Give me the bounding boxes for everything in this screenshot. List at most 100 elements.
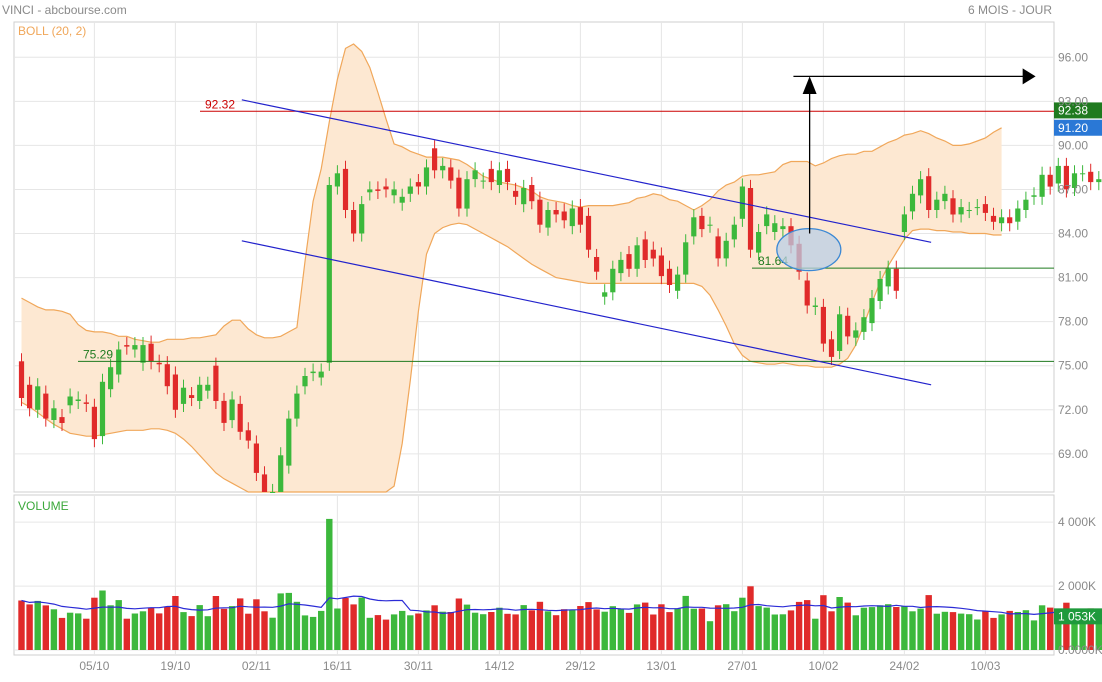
candle-body: [1015, 209, 1020, 222]
candle-body: [294, 394, 299, 419]
volume-bar: [683, 596, 689, 650]
volume-bar: [950, 612, 956, 650]
candle-body: [942, 194, 947, 201]
volume-bar: [18, 601, 24, 651]
last-close-tag: 91.20: [1058, 121, 1088, 135]
candle-body: [537, 200, 542, 225]
volume-bar: [966, 614, 972, 650]
volume-bar: [796, 602, 802, 650]
volume-bar: [731, 611, 737, 650]
breakout-ellipse: [777, 229, 841, 271]
volume-bar: [35, 601, 41, 650]
volume-bar: [715, 605, 721, 650]
volume-bar: [245, 614, 251, 650]
volume-bar: [391, 614, 397, 650]
volume-bar: [869, 607, 875, 650]
candle-body: [707, 225, 712, 226]
volume-bar: [350, 604, 356, 650]
candle-body: [140, 345, 145, 363]
date-tick-label: 16/11: [323, 659, 352, 673]
volume-bar: [456, 599, 462, 651]
candle-body: [165, 364, 170, 386]
volume-bar: [140, 611, 146, 650]
date-tick-label: 19/10: [160, 659, 190, 673]
candle-body: [886, 269, 891, 287]
volume-bar: [188, 616, 194, 650]
candle-body: [643, 239, 648, 260]
candle-body: [618, 260, 623, 273]
candle-body: [959, 207, 964, 214]
candle-body: [238, 404, 243, 432]
candle-body: [205, 385, 210, 391]
candle-body: [967, 210, 972, 211]
candle-body: [456, 178, 461, 209]
candle-body: [43, 394, 48, 419]
volume-bar: [634, 604, 640, 650]
volume-bar: [342, 598, 348, 650]
volume-bar: [521, 605, 527, 650]
volume-bar: [723, 604, 729, 650]
candle-body: [286, 419, 291, 466]
candle-body: [691, 217, 696, 236]
candle-body: [1040, 175, 1045, 197]
volume-bar: [464, 605, 470, 650]
volume-bar: [545, 611, 551, 650]
period-label: 6 MOIS - JOUR: [968, 3, 1052, 17]
volume-bar: [820, 595, 826, 650]
candle-body: [853, 330, 858, 337]
volume-bar: [99, 591, 105, 651]
candle-body: [635, 245, 640, 268]
candle-body: [157, 363, 162, 365]
volume-bar: [666, 612, 672, 650]
candle-body: [408, 187, 413, 194]
price-tick-label: 69.00: [1058, 447, 1088, 461]
volume-bar: [107, 605, 113, 650]
date-tick-label: 13/01: [646, 659, 676, 673]
candle-body: [529, 185, 534, 201]
volume-bar: [674, 609, 680, 650]
volume-bar: [334, 609, 340, 651]
volume-bar: [982, 611, 988, 650]
candle-body: [424, 167, 429, 186]
volume-bar: [512, 614, 518, 650]
volume-bar: [909, 611, 915, 650]
candle-body: [448, 167, 453, 180]
candle-body: [319, 372, 324, 378]
candle-body: [473, 170, 478, 179]
candle-body: [732, 225, 737, 240]
volume-bar: [942, 612, 948, 650]
candle-body: [19, 361, 24, 398]
candle-body: [748, 188, 753, 250]
candle-body: [586, 216, 591, 250]
candle-body: [262, 474, 267, 492]
volume-bar: [845, 603, 851, 650]
candle-body: [92, 407, 97, 439]
candle-body: [230, 400, 235, 421]
volume-bar: [172, 596, 178, 650]
volume-bar: [593, 609, 599, 650]
candle-body: [659, 256, 664, 277]
volume-bar: [1023, 610, 1029, 650]
volume-tick-label: 2 000K: [1058, 579, 1096, 593]
volume-bar: [132, 614, 138, 651]
candle-body: [197, 385, 202, 401]
volume-bar: [294, 602, 300, 650]
candle-body: [780, 226, 785, 229]
candle-body: [35, 386, 40, 410]
volume-bar: [367, 618, 373, 650]
volume-bar: [610, 606, 616, 650]
candle-body: [983, 204, 988, 213]
volume-bar: [561, 609, 567, 650]
candle-body: [76, 400, 81, 402]
candle-body: [683, 242, 688, 274]
volume-bar: [691, 609, 697, 650]
candle-body: [975, 207, 980, 208]
volume-bar: [626, 613, 632, 650]
volume-bar: [496, 608, 502, 650]
volume-bar: [1007, 611, 1013, 650]
price-tick-label: 93.00: [1058, 94, 1088, 108]
volume-bar: [974, 620, 980, 651]
candle-body: [756, 232, 761, 253]
candle-body: [84, 402, 89, 404]
